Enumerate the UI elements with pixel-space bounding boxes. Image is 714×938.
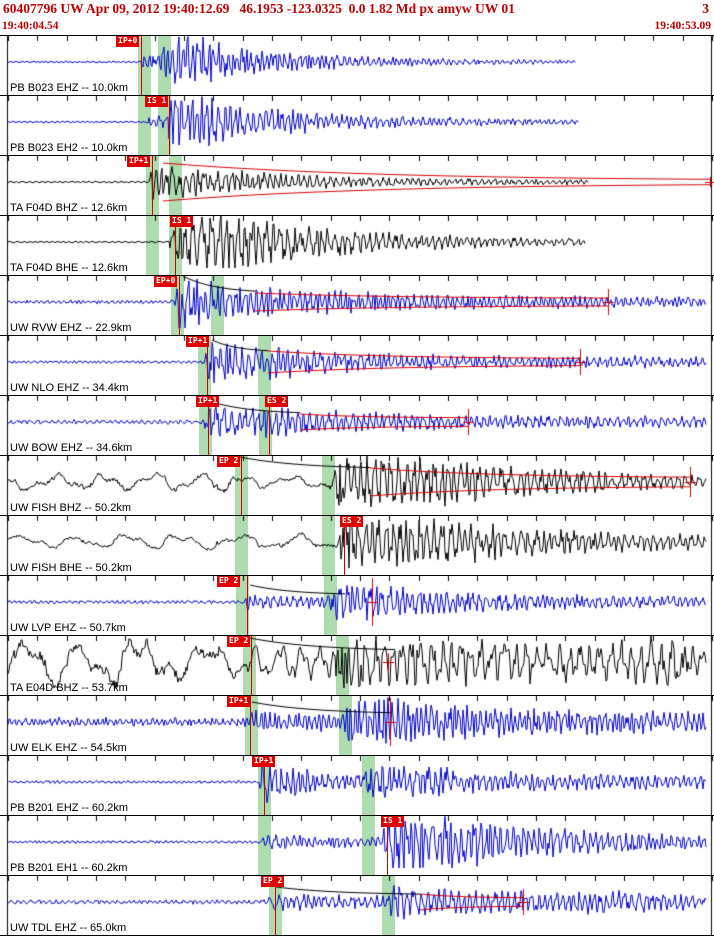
- waveform-canvas: [0, 156, 714, 216]
- waveform-canvas: [0, 396, 714, 456]
- waveform-canvas: [0, 276, 714, 336]
- trace-label: PB B023 EH2 -- 10.0km: [10, 142, 128, 154]
- trace-panel-pb-b201-ehz[interactable]: IP+1 PB B201 EHZ -- 60.2km: [0, 755, 714, 816]
- waveform-canvas: [0, 696, 714, 756]
- pick-flag[interactable]: IP+1: [186, 336, 210, 347]
- trace-panel-uw-rvw-ehz[interactable]: EP+0 UW RVW EHZ -- 22.9km: [0, 275, 714, 336]
- event-summary: 60407796 UW Apr 09, 2012 19:40:12.69 46.…: [3, 1, 515, 16]
- pick-time-line: [169, 96, 170, 155]
- pick-time-line: [275, 876, 276, 935]
- trace-label: PB B023 EHZ -- 10.0km: [10, 82, 128, 94]
- trace-panel-ta-f04d-bhz[interactable]: IP+1 TA F04D BHZ -- 12.6km: [0, 155, 714, 216]
- waveform-canvas: [0, 216, 714, 276]
- pick-time-line: [152, 156, 153, 215]
- pick-time-line: [250, 696, 251, 755]
- trace-label: UW ELK EHZ -- 54.5km: [10, 742, 127, 754]
- trace-label: TA E04D BHZ -- 53.7km: [10, 682, 128, 694]
- pick-flag[interactable]: IS 1: [381, 816, 405, 827]
- window-start-time: 19:40:04.54: [2, 20, 59, 32]
- pick-flag[interactable]: IP+1: [252, 756, 276, 767]
- pick-time-line: [207, 336, 208, 395]
- trace-panel-pb-b201-eh1[interactable]: IS 1 PB B201 EH1 -- 60.2km: [0, 815, 714, 876]
- pick-time-line: [175, 216, 176, 275]
- trace-panel-uw-nlo-ehz[interactable]: IP+1 UW NLO EHZ -- 34.4km: [0, 335, 714, 396]
- pick-flag[interactable]: ES 2: [340, 516, 364, 527]
- pick-flag[interactable]: IP+1: [227, 696, 251, 707]
- trace-panel-uw-lvp-ehz[interactable]: EP 2 UW LVP EHZ -- 50.7km: [0, 575, 714, 636]
- trace-panel-ta-e04d-bhz[interactable]: EP 2 TA E04D BHZ -- 53.7km: [0, 635, 714, 696]
- pick-flag[interactable]: ES 2: [265, 396, 289, 407]
- waveform-canvas: [0, 816, 714, 876]
- waveform-canvas: [0, 96, 714, 156]
- pick-time-line: [264, 756, 265, 815]
- pick-time-line: [247, 576, 248, 635]
- trace-panel-uw-bow-ehz[interactable]: IP+1 ES 2 UW BOW EHZ -- 34.6km: [0, 395, 714, 456]
- trace-label: TA F04D BHE -- 12.6km: [10, 262, 128, 274]
- event-header: 60407796 UW Apr 09, 2012 19:40:12.69 46.…: [0, 0, 714, 35]
- trace-panel-pb-b023-eh2[interactable]: IS 1 PB B023 EH2 -- 10.0km: [0, 95, 714, 156]
- page-indicator: 3: [702, 1, 709, 16]
- trace-list: IP+0 PB B023 EHZ -- 10.0km IS 1 PB B023 EH2…: [0, 35, 714, 936]
- trace-label: UW BOW EHZ -- 34.6km: [10, 442, 133, 454]
- trace-panel-uw-tdl-ehz[interactable]: EP 2 UW TDL EHZ -- 65.0km: [0, 875, 714, 936]
- pick-flag[interactable]: IS 1: [170, 216, 194, 227]
- pick-flag[interactable]: IP+1: [196, 396, 220, 407]
- pick-flag[interactable]: IP+0: [116, 36, 140, 47]
- trace-panel-uw-fish-bhz[interactable]: EP 2 UW FISH BHZ -- 50.2km: [0, 455, 714, 516]
- pick-time-line: [269, 396, 270, 455]
- waveform-canvas: [0, 336, 714, 396]
- trace-label: TA F04D BHZ -- 12.6km: [10, 202, 128, 214]
- pick-flag[interactable]: EP 2: [227, 636, 251, 647]
- pick-time-line: [141, 36, 142, 95]
- pick-flag[interactable]: EP 2: [261, 876, 285, 887]
- trace-label: UW RVW EHZ -- 22.9km: [10, 322, 132, 334]
- trace-label: PB B201 EHZ -- 60.2km: [10, 802, 128, 814]
- pick-time-line: [344, 516, 345, 575]
- trace-panel-uw-fish-bhe[interactable]: ES 2 UW FISH BHE -- 50.2km: [0, 515, 714, 576]
- pick-flag[interactable]: IS 1: [145, 96, 169, 107]
- pick-flag[interactable]: IP+1: [127, 156, 151, 167]
- trace-label: UW FISH BHE -- 50.2km: [10, 562, 132, 574]
- trace-label: PB B201 EH1 -- 60.2km: [10, 862, 128, 874]
- trace-panel-uw-elk-ehz[interactable]: IP+1 UW ELK EHZ -- 54.5km: [0, 695, 714, 756]
- pick-time-line: [241, 456, 242, 515]
- pick-time-line: [387, 816, 388, 875]
- waveform-canvas: [0, 456, 714, 516]
- trace-panel-ta-f04d-bhe[interactable]: IS 1 TA F04D BHE -- 12.6km: [0, 215, 714, 276]
- pick-flag[interactable]: EP 2: [217, 456, 241, 467]
- pick-flag[interactable]: EP+0: [154, 276, 178, 287]
- waveform-canvas: [0, 756, 714, 816]
- pick-time-line: [208, 396, 209, 455]
- pick-flag[interactable]: EP 2: [217, 576, 241, 587]
- waveform-canvas: [0, 636, 714, 696]
- trace-label: UW TDL EHZ -- 65.0km: [10, 922, 127, 934]
- trace-label: UW FISH BHZ -- 50.2km: [10, 502, 132, 514]
- trace-label: UW NLO EHZ -- 34.4km: [10, 382, 129, 394]
- waveform-canvas: [0, 576, 714, 636]
- window-end-time: 19:40:53.09: [654, 20, 711, 32]
- trace-label: UW LVP EHZ -- 50.7km: [10, 622, 126, 634]
- pick-time-line: [251, 636, 252, 695]
- waveform-canvas: [0, 876, 714, 936]
- trace-panel-pb-b023-ehz[interactable]: IP+0 PB B023 EHZ -- 10.0km: [0, 35, 714, 96]
- pick-time-line: [179, 276, 180, 335]
